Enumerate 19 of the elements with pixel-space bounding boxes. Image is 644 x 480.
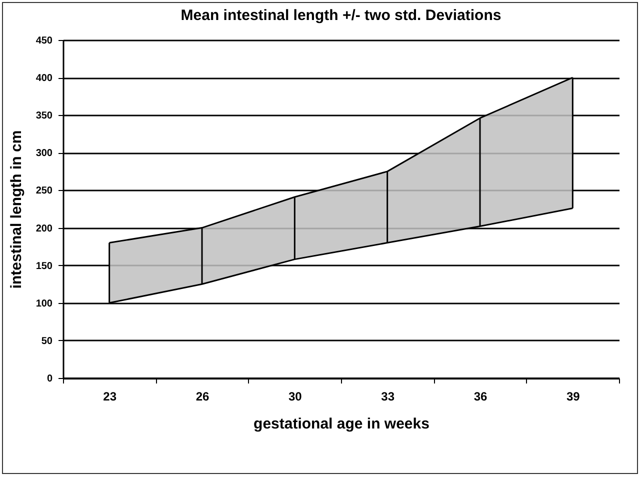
- x-tick-label: 33: [381, 390, 395, 404]
- y-tick-label: 350: [36, 110, 53, 122]
- y-tick-label: 100: [36, 298, 53, 310]
- y-tick-label: 50: [41, 336, 53, 347]
- y-axis-title: intestinal length in cm: [8, 130, 25, 289]
- y-tick-label: 200: [36, 223, 53, 234]
- x-axis-title: gestational age in weeks: [254, 416, 430, 432]
- y-tick-label: 400: [36, 73, 53, 84]
- y-tick-label: 300: [36, 148, 53, 160]
- x-tick-label: 39: [566, 390, 580, 404]
- chart-title: Mean intestinal length +/- two std. Deviations: [180, 7, 502, 24]
- y-tick-label: 450: [36, 36, 53, 46]
- y-tick-label: 250: [36, 186, 53, 197]
- x-tick-label: 23: [103, 390, 117, 404]
- x-tick-label: 26: [196, 390, 210, 404]
- y-tick-label: 0: [46, 374, 53, 384]
- x-tick-label: 36: [474, 390, 488, 404]
- x-tick-label: 30: [288, 390, 302, 404]
- y-tick-label: 150: [36, 260, 53, 272]
